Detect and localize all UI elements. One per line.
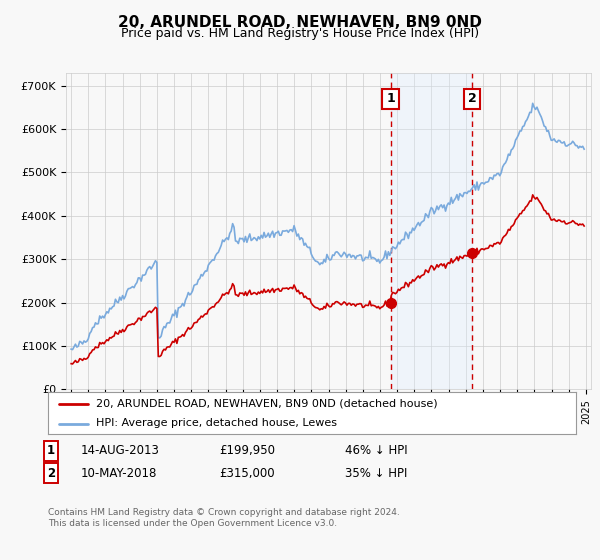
Text: £199,950: £199,950 [219,444,275,458]
Text: 1: 1 [47,444,55,458]
Text: 10-MAY-2018: 10-MAY-2018 [81,466,157,480]
Bar [391,73,472,389]
Text: HPI: Average price, detached house, Lewes: HPI: Average price, detached house, Lewe… [95,418,337,428]
Text: Contains HM Land Registry data © Crown copyright and database right 2024.: Contains HM Land Registry data © Crown c… [48,508,400,517]
Text: 2: 2 [47,466,55,480]
Text: 46% ↓ HPI: 46% ↓ HPI [345,444,407,458]
Text: £315,000: £315,000 [219,466,275,480]
Text: 35% ↓ HPI: 35% ↓ HPI [345,466,407,480]
Text: Price paid vs. HM Land Registry's House Price Index (HPI): Price paid vs. HM Land Registry's House … [121,27,479,40]
Text: This data is licensed under the Open Government Licence v3.0.: This data is licensed under the Open Gov… [48,519,337,528]
Text: 20, ARUNDEL ROAD, NEWHAVEN, BN9 0ND: 20, ARUNDEL ROAD, NEWHAVEN, BN9 0ND [118,15,482,30]
Text: 20, ARUNDEL ROAD, NEWHAVEN, BN9 0ND (detached house): 20, ARUNDEL ROAD, NEWHAVEN, BN9 0ND (det… [95,399,437,409]
Text: 2: 2 [468,92,476,105]
Text: 14-AUG-2013: 14-AUG-2013 [81,444,160,458]
Text: 1: 1 [386,92,395,105]
